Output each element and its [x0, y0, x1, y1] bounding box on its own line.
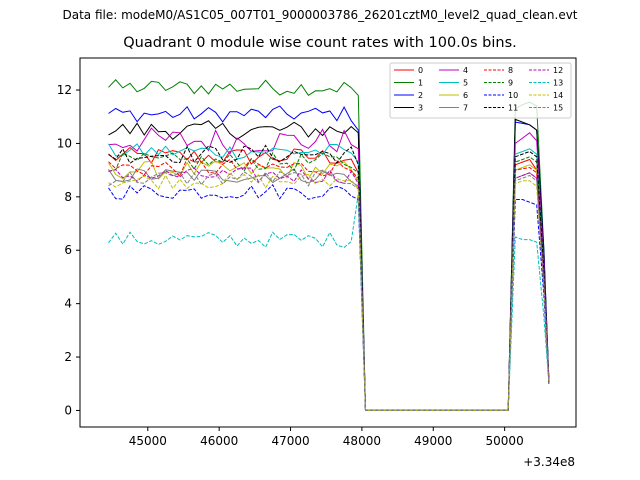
x-tick-label: 46000: [200, 434, 238, 448]
legend-label: 15: [553, 104, 563, 113]
y-tick-label: 8: [64, 190, 72, 204]
series-layer: [108, 79, 550, 411]
y-tick-label: 0: [64, 403, 72, 417]
legend-label: 9: [508, 79, 513, 88]
suptitle: Data file: modeM0/AS1C05_007T01_90000037…: [62, 8, 578, 22]
ticks-layer: 45000 46000 47000 48000 49000 50000 0 2 4 6 8 10 12: [57, 83, 524, 448]
legend-label: 12: [553, 66, 563, 75]
x-tick-label: 50000: [486, 434, 524, 448]
legend-label: 5: [463, 79, 468, 88]
legend-label: 2: [418, 91, 423, 100]
chart-title: Quadrant 0 module wise count rates with …: [123, 35, 517, 51]
y-tick-label: 12: [57, 83, 72, 97]
series-line-5: [108, 143, 550, 411]
y-tick-label: 2: [64, 350, 72, 364]
legend-label: 3: [418, 104, 423, 113]
legend-label: 1: [418, 79, 423, 88]
series-line-15: [108, 169, 550, 411]
x-tick-label: 45000: [129, 434, 167, 448]
x-offset-label: +3.34e8: [523, 455, 575, 469]
series-line-13: [108, 194, 550, 411]
series-line-8: [108, 157, 550, 411]
y-tick-label: 6: [64, 243, 72, 257]
series-line-3: [108, 118, 550, 411]
legend-label: 0: [418, 66, 423, 75]
series-line-10: [108, 183, 550, 411]
legend-label: 13: [553, 79, 563, 88]
y-tick-label: 4: [64, 297, 72, 311]
legend-label: 4: [463, 66, 468, 75]
legend-label: 6: [463, 91, 468, 100]
legend-label: 8: [508, 66, 513, 75]
legend-label: 7: [463, 104, 468, 113]
legend-label: 11: [508, 104, 518, 113]
y-tick-label: 10: [57, 136, 72, 150]
legend-box: [389, 62, 572, 119]
x-tick-label: 49000: [414, 434, 452, 448]
legend-label: 10: [508, 91, 518, 100]
series-line-11: [108, 144, 550, 411]
series-line-14: [108, 172, 550, 411]
series-line-1: [108, 79, 550, 411]
axes-frame: [79, 57, 577, 428]
x-tick-label: 47000: [271, 434, 309, 448]
series-line-12: [108, 167, 550, 411]
legend-label: 14: [553, 91, 563, 100]
series-line-2: [108, 105, 550, 411]
series-line-9: [108, 151, 550, 411]
series-line-6: [108, 160, 550, 411]
series-line-7: [108, 168, 550, 411]
x-tick-label: 48000: [343, 434, 381, 448]
